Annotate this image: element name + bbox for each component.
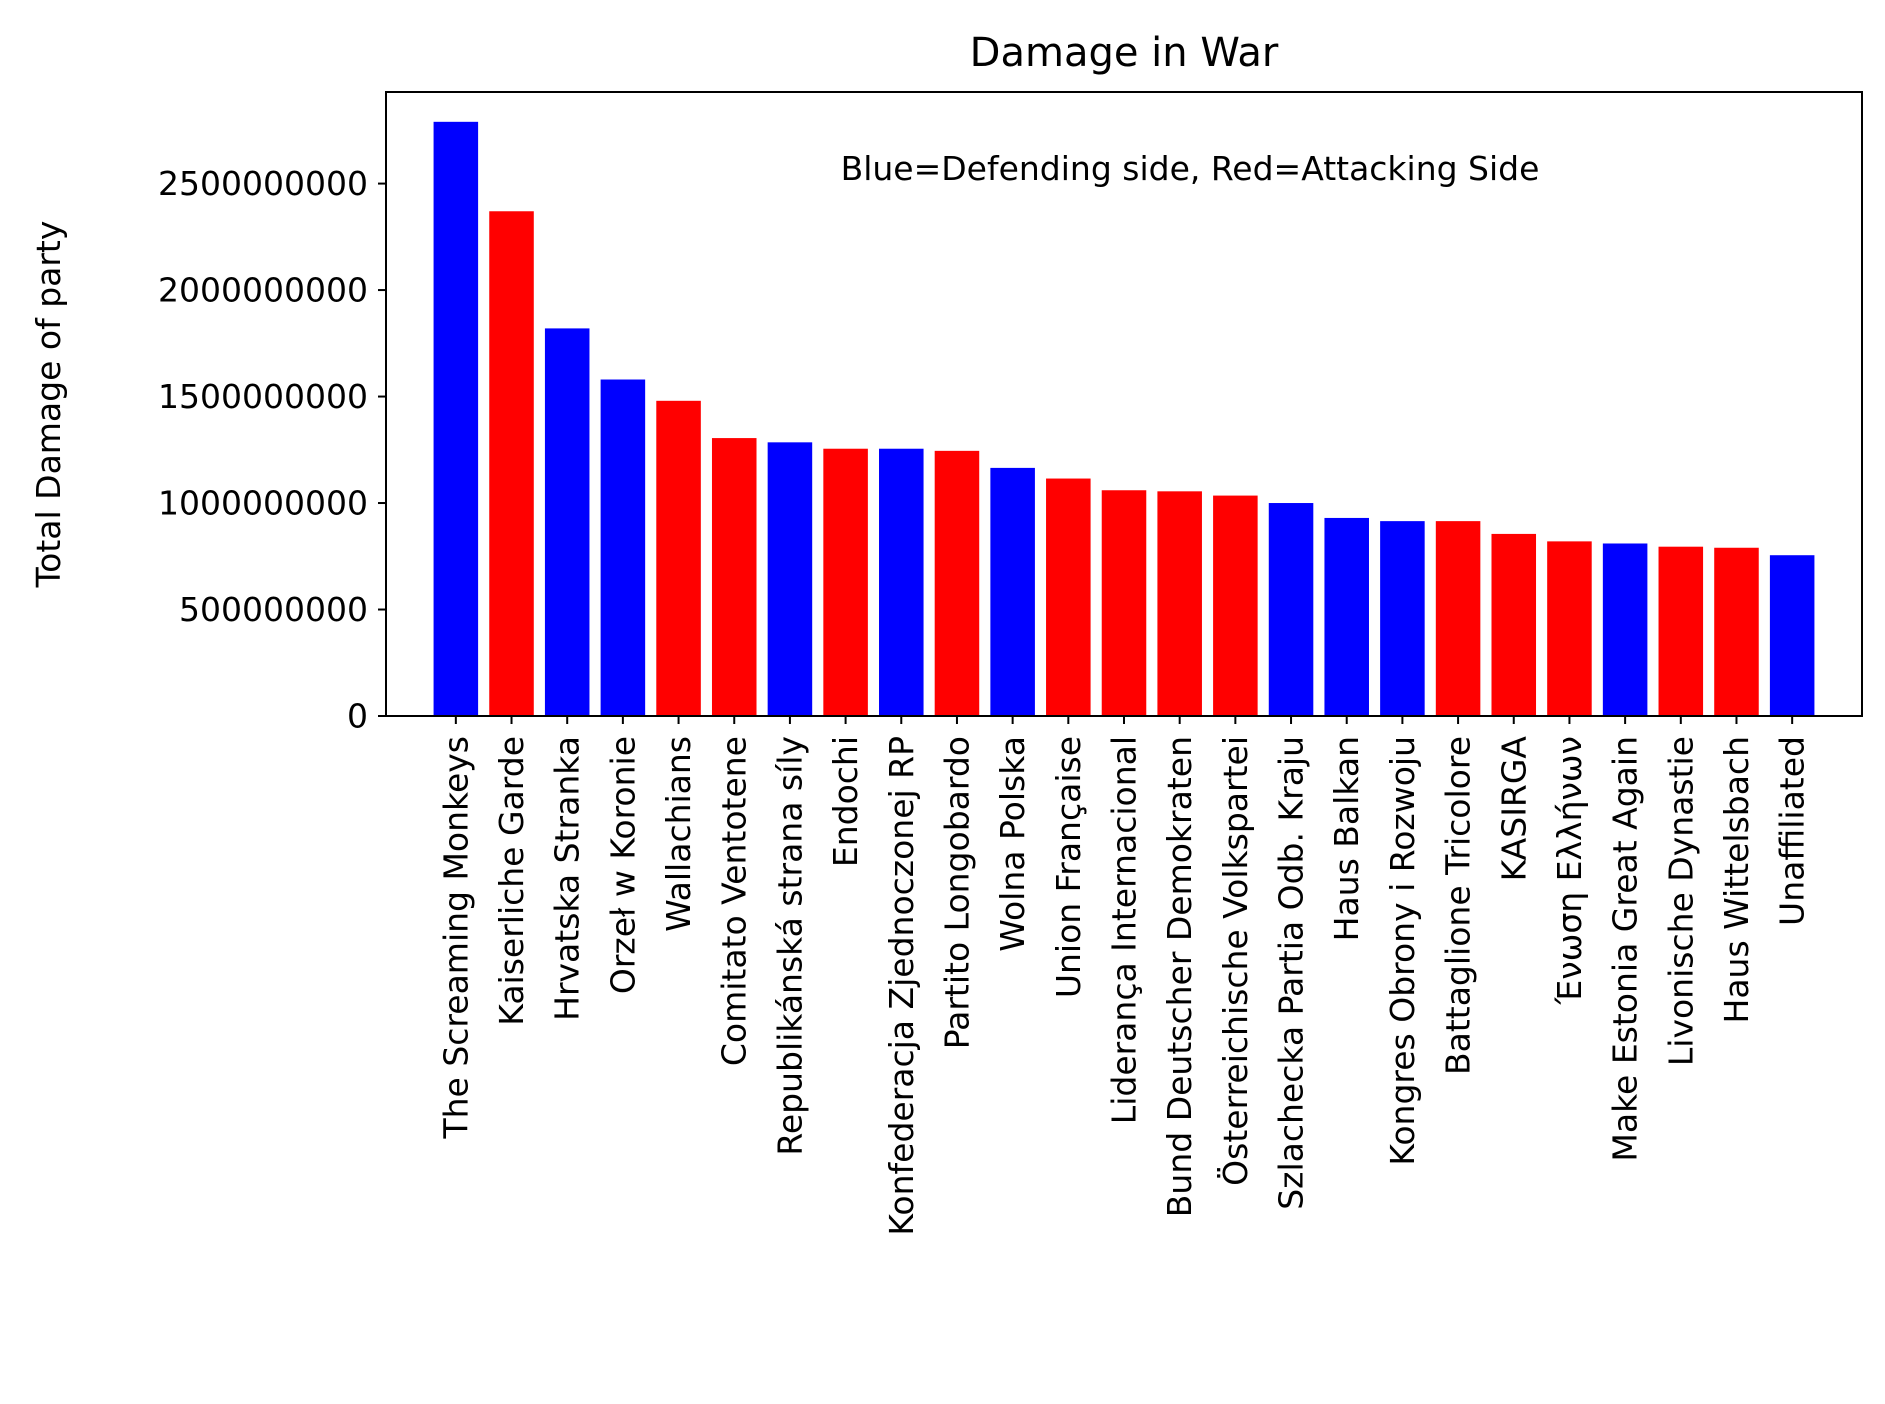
bar-24: [1714, 547, 1759, 716]
bar-1: [433, 121, 479, 716]
bar-21: [1547, 541, 1592, 716]
bar-14: [1157, 491, 1202, 716]
bar-11: [990, 467, 1035, 716]
y-tick-label: 2500000000: [158, 164, 368, 203]
y-tick-label: 0: [347, 697, 368, 736]
x-tick-label: Österreichische Volkspartei: [1215, 736, 1255, 1186]
chart-title: Damage in War: [970, 30, 1279, 76]
bar-3: [544, 328, 590, 716]
bar-10: [934, 450, 980, 716]
x-tick-label: Republikánská strana síly: [770, 736, 809, 1156]
y-axis-title: Total Damage of party: [29, 221, 68, 589]
bar-23: [1658, 546, 1704, 716]
x-tick-label: Konfederacja Zjednoczonej RP: [882, 736, 921, 1236]
bar-25: [1769, 555, 1815, 716]
bar-20: [1491, 533, 1537, 716]
bar-9: [879, 448, 924, 716]
bar-13: [1101, 490, 1147, 716]
x-tick-label: Hrvatska Stranka: [548, 736, 587, 1021]
x-tick-label: Union Française: [1049, 736, 1088, 998]
y-axis: 0 500000000 1000000000 1500000000 2000000000…: [158, 164, 386, 736]
x-tick-label: KASIRGA: [1494, 736, 1533, 882]
bar-2: [489, 211, 534, 716]
x-tick-label: Szlachecka Partia Odb. Kraju: [1272, 736, 1311, 1210]
bar-6: [711, 438, 757, 716]
y-tick-label: 2000000000: [158, 271, 368, 310]
bar-7: [767, 442, 813, 716]
y-tick-label: 1500000000: [158, 377, 368, 416]
bar-17: [1324, 517, 1369, 716]
x-tick-label: Orzeł w Koronie: [603, 736, 642, 994]
x-tick-label: Unaffiliated: [1773, 736, 1812, 926]
bar-12: [1046, 478, 1091, 716]
bar-18: [1380, 521, 1425, 716]
x-tick-label: The Screaming Monkeys: [436, 736, 475, 1140]
x-tick-label: Kongres Obrony i Rozwoju: [1383, 736, 1422, 1166]
bar-15: [1213, 495, 1258, 716]
x-tick-label: Ένωση Ελλήνων: [1550, 736, 1589, 1005]
x-tick-label: Endochi: [826, 736, 865, 867]
x-tick-label: Battaglione Tricolore: [1439, 736, 1478, 1075]
x-tick-label: Wallachians: [659, 736, 698, 932]
x-tick-label: Bund Deutscher Demokraten: [1160, 736, 1199, 1217]
x-tick-label: Haus Wittelsbach: [1717, 736, 1756, 1023]
legend-annotation: Blue=Defending side, Red=Attacking Side: [841, 149, 1540, 188]
x-tick-label: Kaiserliche Garde: [492, 736, 531, 1026]
bar-22: [1602, 543, 1648, 716]
x-tick-label: Comitato Ventotene: [715, 736, 754, 1066]
y-tick-label: 1000000000: [158, 484, 368, 523]
x-axis: The Screaming Monkeys Kaiserliche Garde Hr…: [436, 716, 1812, 1236]
x-tick-label: Haus Balkan: [1327, 736, 1366, 941]
x-tick-label: Liderança Internacional: [1105, 736, 1144, 1124]
bar-8: [823, 448, 868, 716]
x-tick-label: Wolna Polska: [993, 736, 1032, 952]
bar-16: [1268, 503, 1314, 716]
bar-5: [656, 400, 701, 716]
x-tick-label: Partito Longobardo: [937, 736, 976, 1049]
y-tick-label: 500000000: [179, 590, 368, 629]
x-tick-label: Make Estonia Great Again: [1606, 736, 1645, 1162]
bar-19: [1435, 521, 1481, 716]
x-tick-label: Livonische Dynastie: [1661, 736, 1700, 1066]
bar-4: [600, 379, 646, 716]
bars-layer: [433, 121, 1815, 716]
